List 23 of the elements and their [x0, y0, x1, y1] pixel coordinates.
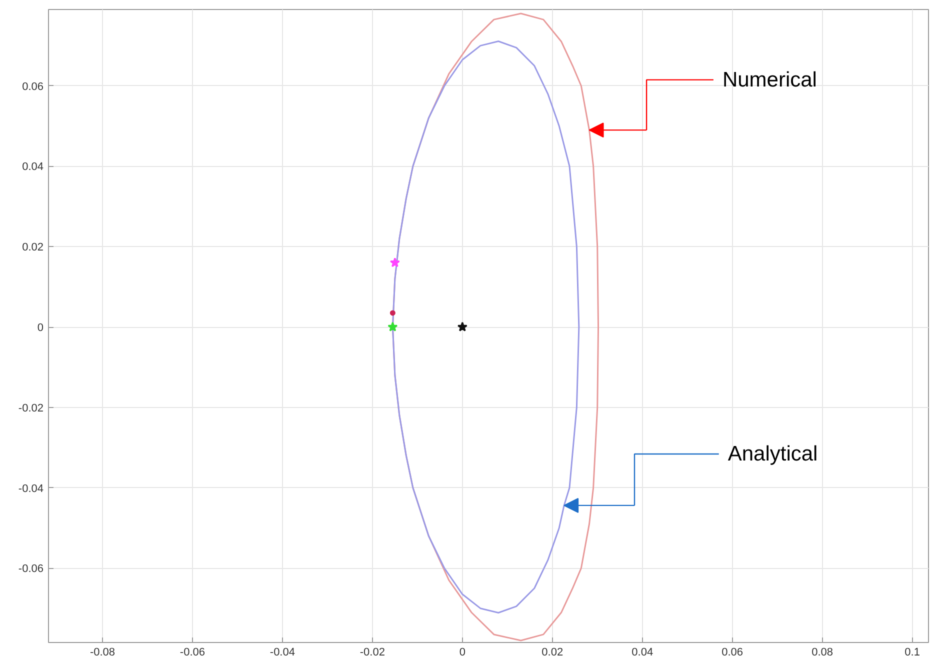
text: Analytical	[728, 442, 818, 466]
y-tick-label: -0.02	[18, 402, 44, 414]
x-tick-label: -0.06	[180, 646, 206, 658]
x-tick-label: -0.02	[360, 646, 385, 658]
text: Numerical	[722, 68, 817, 92]
point	[457, 322, 468, 332]
y-tick-label: -0.04	[18, 482, 44, 495]
point	[390, 257, 400, 268]
x-tick-label: 0.02	[542, 646, 564, 658]
x-tick-label: 0.08	[812, 646, 834, 658]
y-tick-label: 0.04	[22, 161, 44, 174]
y-tick-label: 0.02	[22, 242, 44, 254]
x-tick-label: 0.04	[632, 646, 654, 658]
x-tick-label: -0.04	[270, 646, 295, 658]
y-tick-label: -0.06	[18, 563, 44, 576]
point	[390, 310, 396, 316]
x-tick-label: 0.1	[904, 646, 920, 658]
point	[388, 322, 398, 332]
x-tick-label: -0.08	[90, 646, 116, 658]
y-tick-label: 0	[37, 322, 44, 334]
x-tick-label: 0	[459, 646, 466, 658]
x-tick-label: 0.06	[722, 646, 744, 658]
y-tick-label: 0.06	[22, 80, 44, 93]
